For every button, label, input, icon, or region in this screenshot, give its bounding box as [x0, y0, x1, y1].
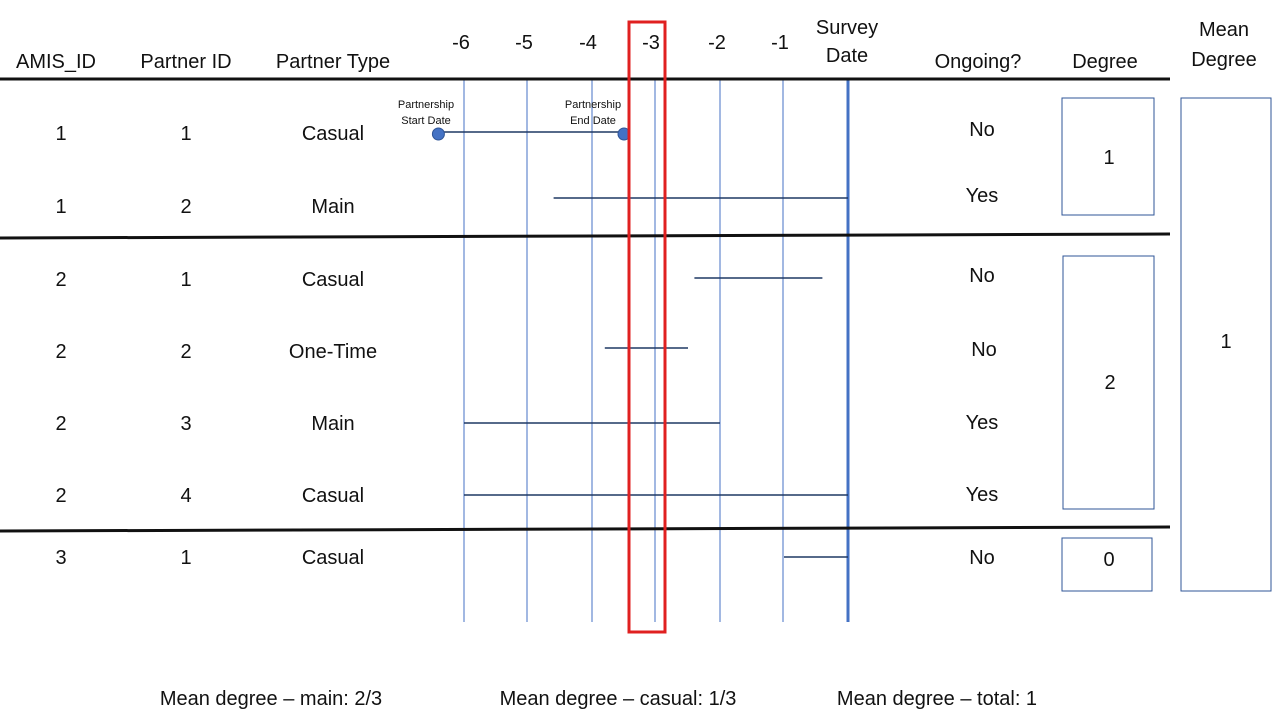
mean-degree-box — [1180, 97, 1272, 592]
cell-partner-id: 1 — [180, 269, 191, 291]
timeline-gridlines — [463, 80, 850, 622]
start-annotation-line2: Start Date — [401, 115, 451, 127]
header-survey-line2: Date — [826, 45, 868, 67]
cell-ongoing: No — [969, 119, 995, 141]
tick-label: -6 — [452, 32, 470, 54]
tick-label: -1 — [771, 32, 789, 54]
start-annotation-line1: Partnership — [398, 99, 454, 111]
partnership-start-point — [431, 127, 445, 141]
cell-partner-type: Casual — [302, 123, 364, 145]
cell-partner-type: One-Time — [289, 341, 377, 363]
cell-amis-id: 3 — [55, 547, 66, 569]
header-degree: Degree — [1072, 51, 1138, 73]
group-divider — [0, 232, 1171, 240]
cell-partner-id: 2 — [180, 341, 191, 363]
tick-label: -2 — [708, 32, 726, 54]
degree-box — [1062, 255, 1155, 510]
degree-box — [1061, 537, 1153, 592]
cell-partner-id: 4 — [180, 485, 191, 507]
cell-amis-id: 2 — [55, 269, 66, 291]
header-ongoing: Ongoing? — [935, 51, 1022, 73]
cell-amis-id: 2 — [55, 341, 66, 363]
header-mean-line1: Mean — [1199, 19, 1249, 41]
footer-mean-main: Mean degree – main: 2/3 — [160, 688, 382, 710]
cell-partner-id: 2 — [180, 196, 191, 218]
tick-label: -4 — [579, 32, 597, 54]
cell-ongoing: Yes — [966, 412, 999, 434]
tick-label: -5 — [515, 32, 533, 54]
cell-partner-id: 1 — [180, 547, 191, 569]
header-survey-line1: Survey — [816, 17, 878, 39]
timeline-tick-labels: -6 -5 -4 -3 -2 -1 — [452, 32, 789, 54]
header-mean-line2: Degree — [1191, 49, 1257, 71]
cell-partner-type: Main — [311, 413, 354, 435]
cell-amis-id: 1 — [55, 123, 66, 145]
cell-partner-id: 1 — [180, 123, 191, 145]
cell-partner-type: Main — [311, 196, 354, 218]
table-rows: 1 1 Casual No 1 2 Main Yes 2 1 Casual No… — [55, 119, 998, 569]
footer-mean-total: Mean degree – total: 1 — [837, 688, 1037, 710]
cell-partner-type: Casual — [302, 485, 364, 507]
cell-partner-id: 3 — [180, 413, 191, 435]
group-divider — [0, 525, 1171, 533]
degree-box — [1061, 97, 1155, 216]
header-partner-type: Partner Type — [276, 51, 390, 73]
degree-value: 1 — [1103, 147, 1114, 169]
footer-mean-casual: Mean degree – casual: 1/3 — [500, 688, 737, 710]
cell-amis-id: 1 — [55, 196, 66, 218]
mean-degree-value: 1 — [1220, 331, 1231, 353]
end-annotation-line1: Partnership — [565, 99, 621, 111]
partnership-lines — [431, 127, 848, 558]
cell-amis-id: 2 — [55, 413, 66, 435]
time-highlight-box — [627, 20, 667, 634]
header-partner-id: Partner ID — [140, 51, 231, 73]
cell-ongoing: No — [969, 265, 995, 287]
cell-ongoing: No — [969, 547, 995, 569]
cell-ongoing: Yes — [966, 484, 999, 506]
header-amis-id: AMIS_ID — [16, 51, 96, 73]
cell-partner-type: Casual — [302, 269, 364, 291]
end-annotation-line2: End Date — [570, 115, 616, 127]
cell-ongoing: No — [971, 339, 997, 361]
cell-amis-id: 2 — [55, 485, 66, 507]
cell-ongoing: Yes — [966, 185, 999, 207]
degree-value: 0 — [1103, 549, 1114, 571]
cell-partner-type: Casual — [302, 547, 364, 569]
degree-value: 2 — [1104, 372, 1115, 394]
tick-label: -3 — [642, 32, 660, 54]
